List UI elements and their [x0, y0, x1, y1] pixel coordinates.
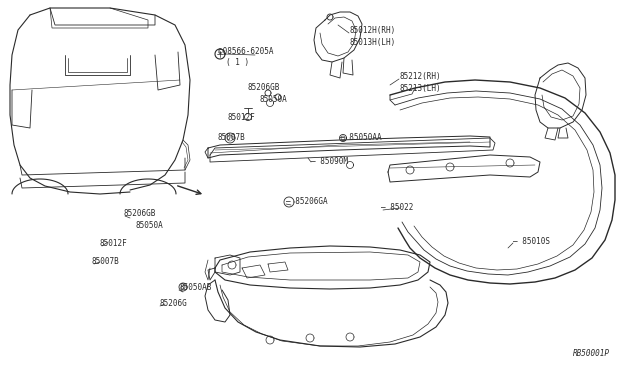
Text: ( 1 ): ( 1 ) [226, 58, 249, 67]
Text: 85050AB: 85050AB [179, 283, 211, 292]
Text: – 85050AA: – 85050AA [340, 132, 381, 141]
Text: 85206GB: 85206GB [248, 83, 280, 92]
Text: 85012H(RH): 85012H(RH) [350, 26, 396, 35]
Text: – 85090M: – 85090M [311, 157, 348, 166]
Text: 85050A: 85050A [260, 94, 288, 103]
Text: 85012F: 85012F [100, 240, 128, 248]
Text: 85206G: 85206G [160, 299, 188, 308]
Text: – 85206GA: – 85206GA [286, 198, 328, 206]
Text: RB50001P: RB50001P [573, 349, 610, 358]
Text: 85206GB: 85206GB [124, 209, 156, 218]
Text: 85013H(LH): 85013H(LH) [350, 38, 396, 46]
Text: 85213(LH): 85213(LH) [400, 83, 442, 93]
Text: – 85022: – 85022 [381, 203, 413, 212]
Text: 85007B: 85007B [217, 134, 244, 142]
Text: ©08566-6205A: ©08566-6205A [218, 46, 273, 55]
Text: 85012F: 85012F [228, 112, 256, 122]
Text: 85050A: 85050A [135, 221, 163, 231]
Text: 85007B: 85007B [92, 257, 120, 266]
Text: 85212(RH): 85212(RH) [400, 71, 442, 80]
Text: – 85010S: – 85010S [513, 237, 550, 246]
